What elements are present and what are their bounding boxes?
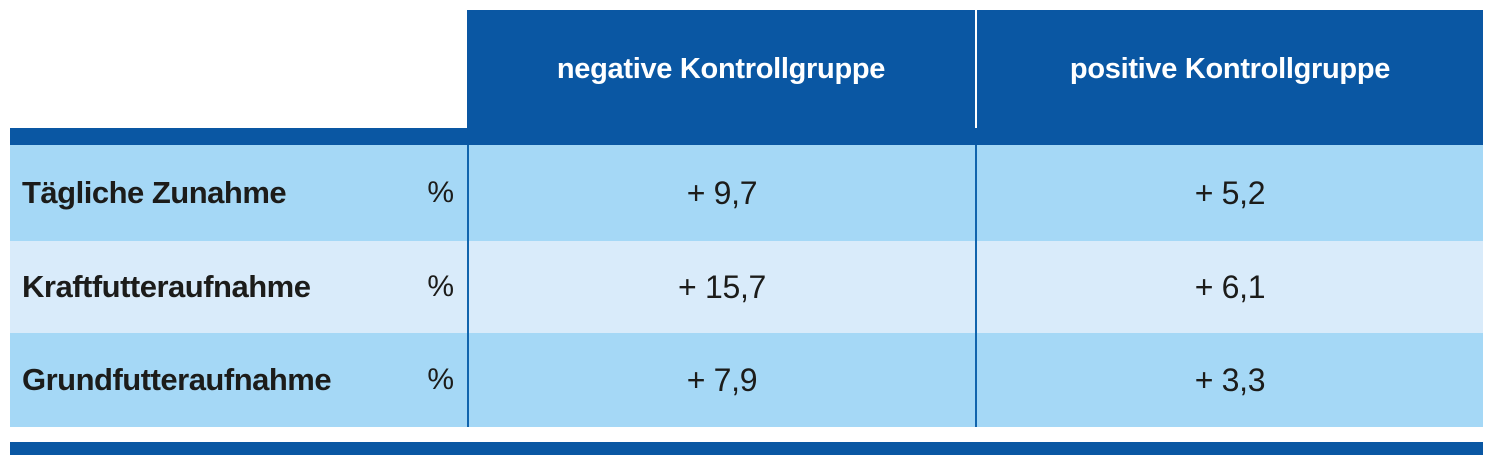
- unit-percent-label: %: [427, 270, 454, 303]
- value-cell-positive: + 6,1: [975, 241, 1483, 333]
- table-row-grundfutteraufnahme: Grundfutteraufnahme % + 7,9 + 3,3: [10, 333, 1483, 427]
- unit-percent-label: %: [427, 176, 454, 209]
- row-label-cell: Grundfutteraufnahme %: [10, 333, 467, 427]
- header-accent-bar: [10, 128, 1483, 145]
- row-label: Tägliche Zunahme: [22, 175, 287, 210]
- table-row-taegliche-zunahme: Tägliche Zunahme % + 9,7 + 5,2: [10, 145, 1483, 241]
- row-label: Kraftfutteraufnahme: [22, 269, 311, 304]
- value-cell-positive: + 3,3: [975, 333, 1483, 427]
- unit-percent-label: %: [427, 363, 454, 396]
- column-header-positive-kontrollgruppe: positive Kontrollgruppe: [977, 10, 1483, 128]
- header-divider: [975, 10, 977, 128]
- value-cell-positive: + 5,2: [975, 145, 1483, 241]
- row-label-cell: Tägliche Zunahme %: [10, 145, 467, 241]
- row-label-cell: Kraftfutteraufnahme %: [10, 241, 467, 333]
- table-header-row: negative Kontrollgruppe positive Kontrol…: [10, 10, 1483, 128]
- column-header-negative-kontrollgruppe: negative Kontrollgruppe: [467, 10, 975, 128]
- value-cell-negative: + 15,7: [467, 241, 975, 333]
- table-row-kraftfutteraufnahme: Kraftfutteraufnahme % + 15,7 + 6,1: [10, 241, 1483, 333]
- data-table: negative Kontrollgruppe positive Kontrol…: [10, 10, 1483, 455]
- bottom-white-gap: [10, 427, 1483, 442]
- header-spacer-cell: [10, 10, 467, 128]
- bottom-accent-bar: [10, 442, 1483, 455]
- value-cell-negative: + 7,9: [467, 333, 975, 427]
- value-cell-negative: + 9,7: [467, 145, 975, 241]
- row-label: Grundfutteraufnahme: [22, 362, 332, 397]
